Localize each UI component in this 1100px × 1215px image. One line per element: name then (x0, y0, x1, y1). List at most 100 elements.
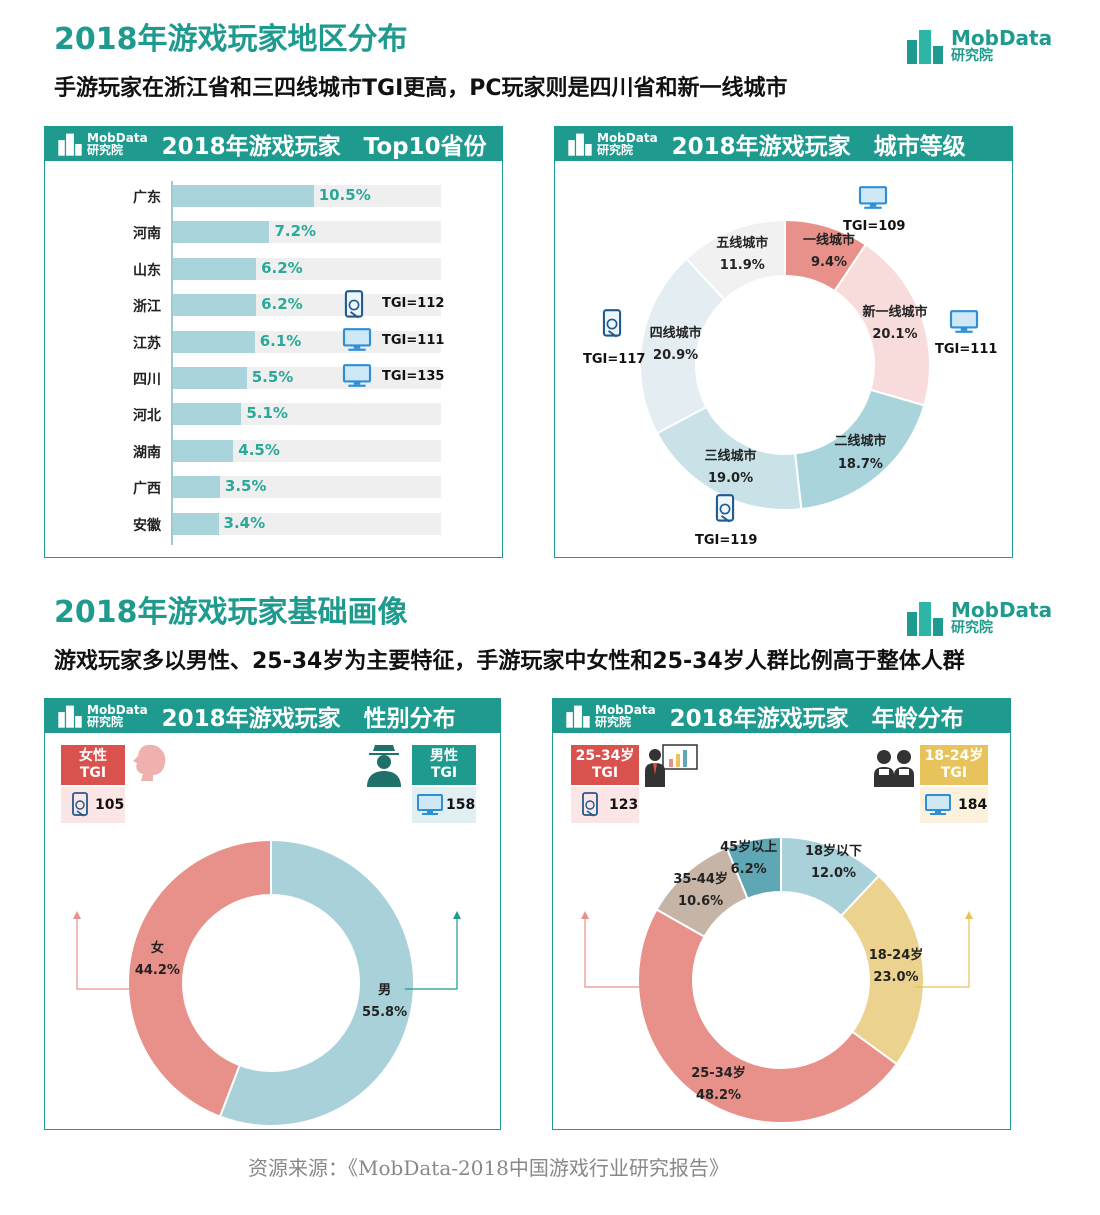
panel-logo-line2: 研究院 (87, 715, 124, 729)
city-slice-name: 一线城市 (803, 233, 856, 249)
city-slice-name: 四线城市 (649, 325, 702, 341)
city-slice-value: 18.7% (837, 456, 883, 472)
male-connector-line (405, 913, 458, 990)
mobdata-logo-icon (58, 705, 82, 728)
bar (173, 476, 220, 499)
bar-category-label: 浙江 (133, 299, 161, 316)
section2-subtitle: 游戏玩家多以男性、25-34岁为主要特征，手游玩家中女性和25-34岁人群比例高… (54, 649, 965, 674)
panel-logo-line2: 研究院 (87, 143, 124, 157)
bar-tgi-annotation: TGI=111 (382, 332, 445, 348)
city-slice-label: 二线城市 18.7% (815, 431, 905, 475)
city-slice-name: 五线城市 (716, 236, 769, 252)
gender-slice-label: 男 55.8% (345, 980, 425, 1024)
bar (173, 439, 234, 462)
female-arrow-icon (73, 911, 81, 919)
monitor-icon (857, 185, 889, 215)
city-tgi-annotation: TGI=119 (695, 533, 758, 548)
gender-panel: MobData 研究院 2018年游戏玩家 性别分布 女性 TGI 105 男性 … (44, 698, 501, 1130)
bar-tgi-annotation: TGI=135 (382, 369, 445, 384)
bar-value-label: 5.1% (246, 404, 288, 423)
bar (173, 257, 257, 280)
age-slice-name: 25-34岁 (691, 1066, 746, 1082)
bar-track (173, 439, 441, 462)
city-slice-label: 三线城市 19.0% (686, 446, 776, 490)
bar-category-label: 山东 (133, 262, 161, 279)
provinces-panel-header: MobData 研究院 2018年游戏玩家 Top10省份 (45, 127, 502, 161)
logo-line2: 研究院 (951, 620, 993, 637)
city-slice-name: 二线城市 (834, 434, 887, 450)
monitor-icon (417, 794, 443, 815)
mobile-icon (712, 494, 738, 528)
section1-title: 2018年游戏玩家地区分布 (54, 22, 408, 57)
gender-slice-label: 女 44.2% (117, 938, 197, 982)
panel-logo-line1: MobData (597, 131, 658, 145)
age-slice-value: 23.0% (873, 970, 919, 986)
bar-value-label: 5.5% (251, 368, 294, 386)
age-18-24-pc-tgi: 184 (920, 787, 988, 823)
city-slice-label: 新一线城市 20.1% (850, 302, 940, 346)
donut-slice (127, 838, 272, 1118)
city-slice-label: 一线城市 9.4% (784, 230, 874, 274)
city-slice-value: 19.0% (708, 470, 754, 486)
donut-slice (218, 838, 415, 1127)
mobdata-logo-icon (568, 133, 592, 156)
gender-slice-name: 男 (378, 982, 392, 998)
bar-tgi-annotation: TGI=112 (382, 296, 445, 312)
female-connector-line (76, 913, 135, 990)
age-25-34-tgi-badge: 25-34岁 TGI (571, 745, 639, 785)
age-25-34-connector-line (584, 913, 645, 988)
age-slice-name: 35-44岁 (673, 872, 728, 888)
female-mobile-tgi: 105 (61, 787, 125, 823)
female-head-icon (133, 744, 166, 781)
city-slice-value: 9.4% (811, 255, 848, 271)
age-slice-label: 45岁以上 6.2% (709, 837, 789, 881)
provinces-panel: MobData 研究院 2018年游戏玩家 Top10省份 广东 10.5% 河南 7.… (44, 126, 503, 558)
male-pc-tgi: 158 (412, 787, 476, 823)
age-18-24-arrow-icon (965, 911, 973, 919)
bar (173, 403, 242, 426)
age-slice-name: 18-24岁 (868, 948, 924, 964)
female-tgi-badge: 女性 TGI (61, 745, 125, 785)
gender-slice-value: 44.2% (134, 963, 180, 979)
mobdata-logo: MobData 研究院 (905, 598, 1052, 638)
city-tgi-annotation: TGI=111 (935, 342, 998, 357)
section1-subtitle: 手游玩家在浙江省和三四线城市TGI更高，PC玩家则是四川省和新一线城市 (54, 76, 788, 101)
mobdata-logo-icon (907, 30, 943, 64)
bar-value-label: 4.5% (238, 440, 280, 459)
panel-logo: MobData 研究院 (567, 131, 658, 157)
city-slice-value: 20.9% (653, 347, 699, 363)
logo-line1: MobData (951, 598, 1053, 623)
city-slice-label: 四线城市 20.9% (631, 323, 721, 367)
bar-axis-line (171, 181, 173, 545)
bar-value-label: 6.2% (261, 258, 303, 277)
age-slice-name: 45岁以上 (720, 839, 778, 855)
city-slice-name: 新一线城市 (862, 305, 928, 321)
city-panel-title: 2018年游戏玩家 城市等级 (671, 134, 966, 160)
donut-slice (637, 908, 899, 1124)
monitor-icon (341, 327, 373, 357)
bar-category-label: 四川 (133, 372, 161, 388)
bar (173, 330, 255, 353)
age-slice-label: 25-34岁 48.2% (679, 1063, 759, 1107)
monitor-icon (925, 794, 951, 815)
gender-panel-header: MobData 研究院 2018年游戏玩家 性别分布 (45, 699, 500, 733)
gender-donut-chart (73, 838, 461, 1127)
age-slice-value: 48.2% (695, 1088, 742, 1104)
city-slice-value: 20.1% (872, 327, 918, 343)
bar-category-label: 安徽 (133, 517, 161, 534)
male-tgi-badge: 男性 TGI (412, 745, 476, 785)
male-icon (367, 745, 401, 787)
bar-track (173, 512, 441, 535)
mobdata-logo-icon (566, 705, 590, 728)
age-panel-title: 2018年游戏玩家 年龄分布 (669, 706, 964, 732)
source-note: 资源来源：《MobData-2018中国游戏行业研究报告》 (248, 1156, 729, 1180)
gender-panel-title: 2018年游戏玩家 性别分布 (161, 706, 456, 732)
male-arrow-icon (453, 911, 461, 919)
mobile-icon (599, 309, 625, 343)
age-donut-chart (581, 835, 973, 1124)
bar-value-label: 6.2% (261, 295, 303, 314)
age-18-24-tgi-badge: 18-24岁 TGI (920, 745, 988, 785)
age-slice-value: 10.6% (678, 894, 724, 910)
bar-category-label: 湖南 (133, 444, 161, 461)
mobile-icon (582, 792, 598, 817)
